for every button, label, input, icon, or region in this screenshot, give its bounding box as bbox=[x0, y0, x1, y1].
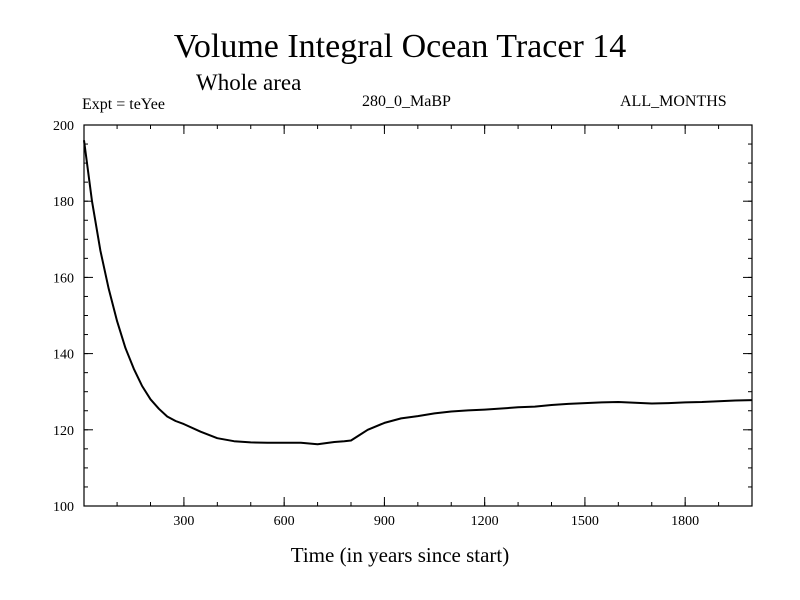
plot-frame bbox=[83, 124, 753, 507]
y-tick-label: 180 bbox=[53, 195, 74, 210]
x-tick-label: 600 bbox=[274, 514, 295, 529]
x-tick-label: 1200 bbox=[471, 514, 499, 529]
period-label: 280_0_MaBP bbox=[362, 93, 451, 110]
experiment-label: Expt = teYee bbox=[82, 96, 165, 113]
chart-title: Volume Integral Ocean Tracer 14 bbox=[173, 28, 627, 65]
x-axis-label: Time (in years since start) bbox=[290, 543, 510, 567]
chart-subtitle: Whole area bbox=[196, 70, 302, 95]
months-label: ALL_MONTHS bbox=[620, 93, 727, 110]
y-tick-label: 120 bbox=[53, 424, 74, 439]
y-tick-label: 100 bbox=[53, 500, 74, 515]
x-tick-label: 300 bbox=[173, 514, 194, 529]
axis-tick-labels: 300 600 900 1200 1500 1800 100 120 140 160 180 200 bbox=[53, 119, 699, 529]
series-line bbox=[83, 140, 753, 446]
axis-ticks bbox=[84, 124, 752, 507]
y-tick-label: 160 bbox=[53, 271, 74, 286]
x-tick-label: 900 bbox=[374, 514, 395, 529]
y-tick-label: 140 bbox=[53, 348, 74, 363]
x-tick-label: 1800 bbox=[671, 514, 699, 529]
y-tick-label: 200 bbox=[53, 119, 74, 134]
x-tick-label: 1500 bbox=[571, 514, 599, 529]
